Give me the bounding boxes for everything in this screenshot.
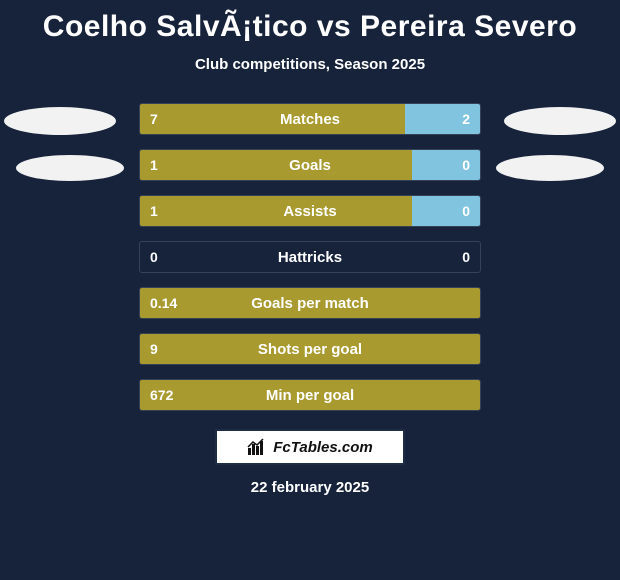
stat-row: 672Min per goal: [139, 379, 481, 411]
stat-value-left: 0.14: [140, 288, 187, 318]
stat-bar-left: [140, 288, 480, 318]
stat-value-left: 1: [140, 196, 168, 226]
player-right-avatar-placeholder-2: [496, 155, 604, 181]
player-left-avatar-placeholder-1: [4, 107, 116, 135]
stat-bar-left: [140, 196, 412, 226]
stat-value-left: 1: [140, 150, 168, 180]
stat-bar-left: [140, 380, 480, 410]
branding-label: FcTables.com: [273, 439, 372, 456]
stat-row: 10Assists: [139, 195, 481, 227]
comparison-chart: 72Matches10Goals10Assists00Hattricks0.14…: [0, 103, 620, 411]
stat-value-left: 7: [140, 104, 168, 134]
stat-row: 72Matches: [139, 103, 481, 135]
date-label: 22 february 2025: [0, 479, 620, 496]
stat-row: 0 0Hattricks: [139, 241, 481, 273]
player-right-avatar-placeholder-1: [504, 107, 616, 135]
stat-value-right: [460, 334, 480, 364]
page-title: Coelho SalvÃ¡tico vs Pereira Severo: [0, 0, 620, 44]
stat-value-right: 0: [452, 150, 480, 180]
stat-value-right: 2: [452, 104, 480, 134]
stat-value-right: [460, 380, 480, 410]
stat-bar-left: [140, 150, 412, 180]
stat-value-right: [460, 288, 480, 318]
stat-value-left: 0: [140, 242, 168, 272]
stat-row: 0.14Goals per match: [139, 287, 481, 319]
stat-row: 10Goals: [139, 149, 481, 181]
stat-value-left: 672: [140, 380, 183, 410]
stat-value-right: 0: [452, 196, 480, 226]
branding-icon: [247, 438, 267, 456]
page-subtitle: Club competitions, Season 2025: [0, 56, 620, 73]
branding-badge: FcTables.com: [215, 429, 405, 465]
stat-row: 9Shots per goal: [139, 333, 481, 365]
player-left-avatar-placeholder-2: [16, 155, 124, 181]
stat-label: Hattricks: [140, 242, 480, 272]
stat-bar-left: [140, 334, 480, 364]
stat-bar-left: [140, 104, 405, 134]
stat-value-right: 0: [452, 242, 480, 272]
stat-value-left: 9: [140, 334, 168, 364]
comparison-rows: 72Matches10Goals10Assists00Hattricks0.14…: [139, 103, 481, 411]
